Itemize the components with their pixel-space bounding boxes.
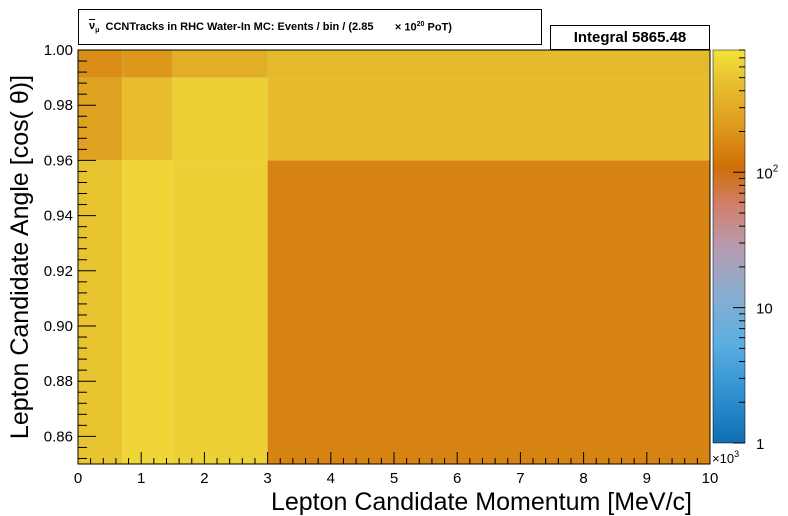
z-tick-label: 102	[756, 163, 779, 182]
x-tick-label: 0	[74, 470, 82, 487]
x-axis-ticks: 0 1 2 3 4 5 6 7 8 9 10	[74, 452, 719, 487]
heatmap-cell	[78, 160, 123, 464]
heatmap-cell	[267, 50, 710, 78]
x-tick-label: 10	[702, 470, 719, 487]
plot-title: νμ CCNTracks in RHC Water-In MC: Events …	[78, 9, 542, 45]
heatmap-cell	[172, 77, 268, 161]
heatmap-cell	[78, 50, 123, 78]
heatmap-cell	[78, 77, 123, 161]
title-pot: × 1020 PoT)	[394, 20, 452, 34]
x-tick-label: 7	[516, 470, 524, 487]
title-text: CCNTracks in RHC Water-In MC: Events / b…	[105, 21, 374, 33]
y-tick-label: 0.94	[44, 208, 73, 225]
y-tick-label: 0.96	[44, 152, 73, 169]
heatmap-cell	[172, 50, 268, 78]
x-tick-label: 3	[263, 470, 271, 487]
y-tick-label: 1.00	[44, 42, 73, 59]
heatmap-cells	[78, 50, 710, 464]
x-axis-label: Lepton Candidate Momentum [MeV/c]	[271, 488, 692, 516]
heatmap-cell	[122, 77, 173, 161]
heatmap-cell	[122, 160, 173, 464]
color-palette	[712, 49, 746, 444]
y-tick-label: 0.88	[44, 373, 73, 390]
heatmap-cell	[172, 160, 268, 464]
y-axis-ticks: 0.86 0.88 0.90 0.92 0.94 0.96 0.98 1.00	[44, 42, 96, 459]
y-tick-label: 0.90	[44, 318, 73, 335]
y-axis-label: Lepton Candidate Angle [cos( θ)]	[6, 75, 34, 439]
y-tick-label: 0.92	[44, 263, 73, 280]
nu-symbol: νμ	[89, 19, 100, 35]
y-tick-label: 0.86	[44, 428, 73, 445]
y-tick-label: 0.98	[44, 97, 73, 114]
x-multiplier: ×103	[712, 449, 739, 466]
x-tick-label: 2	[200, 470, 208, 487]
x-tick-label: 4	[327, 470, 335, 487]
heatmap-cell	[267, 77, 710, 161]
x-tick-label: 6	[453, 470, 461, 487]
z-tick-label: 10	[756, 301, 773, 318]
integral-box: Integral 5865.48	[550, 25, 710, 50]
x-tick-label: 8	[579, 470, 587, 487]
color-axis-ticks: 1 10 102	[733, 49, 779, 453]
x-tick-label: 9	[643, 470, 651, 487]
x-tick-label: 5	[390, 470, 398, 487]
x-tick-label: 1	[137, 470, 145, 487]
heatmap-cell	[267, 160, 710, 464]
z-tick-label: 1	[756, 436, 764, 453]
heatmap-cell	[122, 50, 173, 78]
